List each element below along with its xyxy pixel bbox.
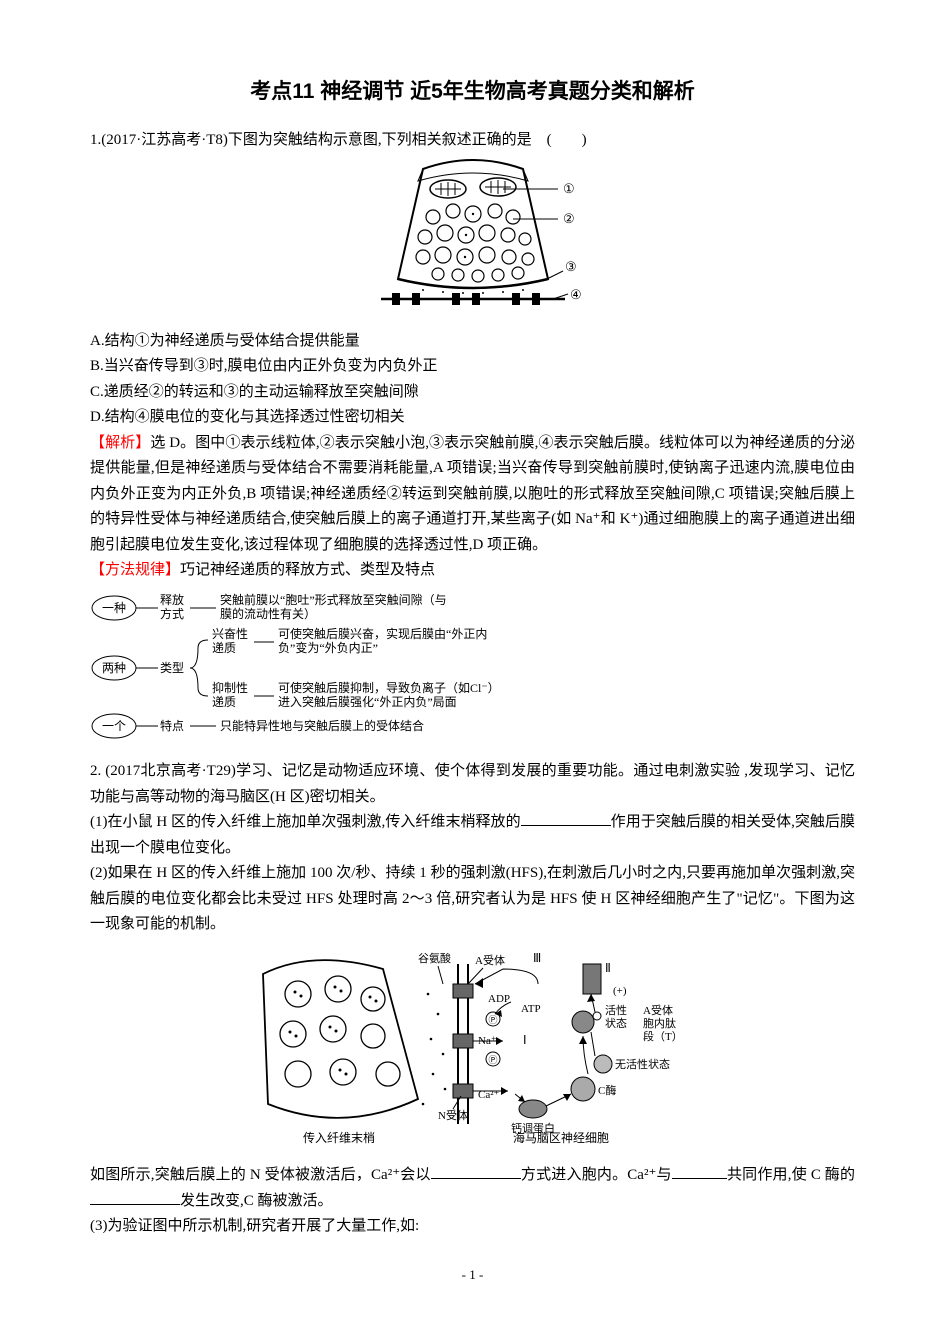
q2-stem: 2. (2017北京高考·T29)学习、记忆是动物适应环境、使个体得到发展的重要… [90, 759, 855, 810]
q2-p1a: (1)在小鼠 H 区的传入纤维上施加单次强刺激,传入纤维末梢释放的 [90, 814, 521, 830]
q2-p2b-b: 方式进入胞内。Ca²⁺与 [521, 1167, 672, 1183]
blank-1 [521, 810, 611, 826]
blank-2 [431, 1163, 521, 1179]
svg-text:海马脑区神经细胞: 海马脑区神经细胞 [513, 1130, 609, 1144]
q1-stem: 1.(2017·江苏高考·T8)下图为突触结构示意图,下列相关叙述正确的是 ( … [90, 128, 855, 154]
svg-text:一个: 一个 [102, 719, 126, 733]
fig1-label-4: ④ [570, 287, 582, 302]
q1-optB: B.当兴奋传导到③时,膜电位由内正外负变为内负外正 [90, 354, 855, 380]
method-label: 【方法规律】 [90, 562, 180, 578]
svg-text:(+): (+) [613, 985, 627, 997]
q2-p2b-d: 发生改变,C 酶被激活。 [180, 1193, 333, 1209]
q1-figure-synapse: ① ② ③ ④ [90, 159, 855, 319]
svg-text:进入突触后膜强化“外正内负”局面: 进入突触后膜强化“外正内负”局面 [278, 694, 457, 709]
q2-p1: (1)在小鼠 H 区的传入纤维上施加单次强刺激,传入纤维末梢释放的作用于突触后膜… [90, 810, 855, 861]
svg-text:递质: 递质 [212, 695, 236, 709]
svg-text:传入纤维末梢: 传入纤维末梢 [303, 1130, 375, 1144]
svg-text:突触前膜以“胞吐”形式释放至突触间隙（与: 突触前膜以“胞吐”形式释放至突触间隙（与 [220, 592, 447, 607]
svg-text:膜的流动性有关）: 膜的流动性有关） [220, 606, 316, 621]
svg-text:A受体: A受体 [475, 953, 505, 967]
svg-text:谷氨酸: 谷氨酸 [418, 951, 451, 965]
q2-p2b-a: 如图所示,突触后膜上的 N 受体被激活后，Ca²⁺会以 [90, 1167, 431, 1183]
q2-p2b: 如图所示,突触后膜上的 N 受体被激活后，Ca²⁺会以 方式进入胞内。Ca²⁺与 共… [90, 1163, 855, 1214]
svg-text:C酶: C酶 [598, 1084, 616, 1097]
svg-text:可使突触后膜抑制，导致负离子（如Cl⁻）: 可使突触后膜抑制，导致负离子（如Cl⁻） [278, 680, 500, 695]
svg-text:兴奋性: 兴奋性 [212, 627, 248, 641]
fig1-label-2: ② [563, 211, 575, 226]
svg-text:类型: 类型 [160, 661, 184, 675]
q1-optA: A.结构①为神经递质与受体结合提供能量 [90, 329, 855, 355]
svg-text:无活性状态: 无活性状态 [615, 1057, 670, 1071]
svg-text:Ⅰ: Ⅰ [523, 1033, 527, 1047]
svg-text:活性: 活性 [605, 1003, 627, 1017]
svg-text:ATP: ATP [521, 1003, 541, 1015]
svg-text:Ⅲ: Ⅲ [533, 951, 541, 965]
svg-text:一种: 一种 [102, 601, 126, 615]
q1-optC: C.递质经②的转运和③的主动运输释放至突触间隙 [90, 380, 855, 406]
page-container: 考点11 神经调节 近5年生物高考真题分类和解析 1.(2017·江苏高考·T8… [0, 0, 945, 1316]
svg-text:Ⓟ: Ⓟ [488, 1015, 497, 1025]
fig1-label-3: ③ [565, 259, 577, 274]
q1-method: 【方法规律】巧记神经递质的释放方式、类型及特点 [90, 558, 855, 584]
svg-text:A受体: A受体 [643, 1003, 673, 1017]
svg-text:Ⅱ: Ⅱ [605, 961, 611, 975]
page-title: 考点11 神经调节 近5年生物高考真题分类和解析 [90, 74, 855, 110]
page-number: - 1 - [90, 1264, 855, 1286]
fig1-label-1: ① [563, 181, 575, 196]
svg-text:只能特异性地与突触后膜上的受体结合: 只能特异性地与突触后膜上的受体结合 [220, 718, 424, 733]
q2-figure-mechanism: 谷氨酸 A受体 Ⅲ Ⅱ ADP ATP Ⓟ Ⅰ Na⁺ Ⓟ [90, 944, 855, 1154]
svg-text:递质: 递质 [212, 641, 236, 655]
svg-text:可使突触后膜兴奋，实现后膜由“外正内: 可使突触后膜兴奋，实现后膜由“外正内 [278, 626, 487, 641]
svg-text:方式: 方式 [160, 606, 184, 621]
blank-4 [90, 1189, 180, 1205]
q2-p2b-c: 共同作用,使 C 酶的 [727, 1167, 855, 1183]
analysis-text: 选 D。图中①表示线粒体,②表示突触小泡,③表示突触前膜,④表示突触后膜。线粒体… [90, 435, 855, 553]
q2-p2: (2)如果在 H 区的传入纤维上施加 100 次/秒、持续 1 秒的强刺激(HF… [90, 861, 855, 938]
q1-optD: D.结构④膜电位的变化与其选择透过性密切相关 [90, 405, 855, 431]
svg-text:抑制性: 抑制性 [212, 680, 248, 695]
svg-text:胞内肽: 胞内肽 [643, 1016, 676, 1030]
q2-p3: (3)为验证图中所示机制,研究者开展了大量工作,如: [90, 1214, 855, 1240]
svg-text:特点: 特点 [160, 718, 184, 733]
blank-3 [672, 1163, 727, 1179]
method-text: 巧记神经递质的释放方式、类型及特点 [180, 562, 435, 578]
svg-text:两种: 两种 [102, 661, 126, 675]
svg-text:Ⓟ: Ⓟ [488, 1055, 497, 1065]
analysis-label: 【解析】 [90, 435, 150, 451]
q1-analysis: 【解析】选 D。图中①表示线粒体,②表示突触小泡,③表示突触前膜,④表示突触后膜… [90, 431, 855, 559]
svg-text:ADP: ADP [488, 993, 510, 1005]
svg-text:段（T）: 段（T） [643, 1029, 683, 1043]
svg-text:N受体: N受体 [438, 1108, 468, 1122]
svg-text:释放: 释放 [160, 592, 184, 607]
q1-method-diagram: 一种 两种 一个 释放方式 类型 特点 兴奋性递质 抑制性递质 突触前膜以“胞吐… [90, 590, 855, 750]
svg-text:负”变为“外负内正”: 负”变为“外负内正” [278, 640, 378, 655]
svg-text:状态: 状态 [605, 1016, 627, 1030]
